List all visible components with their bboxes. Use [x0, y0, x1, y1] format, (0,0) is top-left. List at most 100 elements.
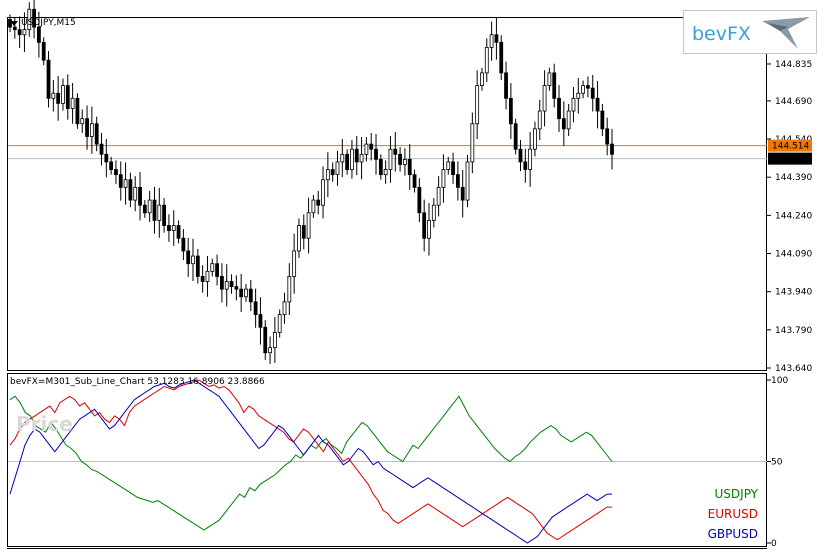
candle-body	[513, 123, 518, 150]
price-tick-label: 144.835	[775, 60, 812, 70]
candle-body	[239, 288, 244, 298]
candle-body	[22, 29, 27, 36]
series-line-eurusd	[9, 379, 612, 541]
candle-body	[85, 118, 89, 137]
candle-body	[431, 204, 436, 221]
bird-logo-icon	[762, 17, 810, 49]
price-tick-label: 144.390	[775, 173, 812, 183]
candle-body	[89, 123, 94, 137]
current-price-text: 144.463	[772, 155, 809, 165]
bevfx-logo: bevFX	[683, 10, 817, 54]
candle-body	[605, 128, 610, 145]
candle-body	[335, 161, 340, 176]
candle-body	[388, 148, 393, 170]
price-watermark: Price	[16, 412, 73, 436]
subchart-title: bevFX=M301_Sub_Line_Chart 53.1283 16.890…	[10, 377, 265, 387]
candle-body	[99, 143, 104, 155]
legend-usdjpy: USDJPY	[714, 487, 758, 501]
candle-body	[590, 87, 595, 99]
candle-body	[311, 199, 316, 214]
candle-body	[436, 186, 441, 206]
candle-body	[383, 169, 388, 176]
current-price-badge	[768, 152, 812, 165]
candle-body	[364, 143, 369, 155]
candle-body	[398, 153, 402, 165]
price-tick-label: 144.240	[775, 211, 812, 221]
price-tick-label: 144.090	[775, 250, 812, 260]
candle-body	[393, 148, 398, 155]
candle-body	[316, 199, 321, 206]
candle-body	[282, 301, 287, 315]
candle-body	[475, 85, 480, 125]
candle-body	[340, 153, 345, 163]
candle-body	[504, 72, 508, 99]
candle-body	[268, 347, 272, 354]
legend-gbpusd: GBPUSD	[707, 527, 758, 541]
candle-body	[494, 34, 499, 43]
candle-body	[17, 29, 22, 36]
candle-body	[330, 169, 335, 176]
candle-body	[369, 143, 374, 150]
candle-body	[287, 276, 292, 303]
candle-body	[581, 85, 586, 94]
candle-body	[51, 92, 56, 99]
candle-body	[417, 186, 422, 214]
candle-body	[378, 158, 383, 176]
candle-body	[61, 85, 65, 104]
candle-body	[133, 186, 138, 201]
candle-body	[65, 85, 70, 109]
sub-chart-axis: 100 50 0	[767, 376, 788, 549]
price-tick-label: 143.940	[775, 288, 812, 298]
main-chart-area[interactable]	[7, 17, 767, 371]
candle-body	[321, 179, 325, 206]
candle-body	[586, 85, 590, 89]
candle-body	[234, 286, 239, 290]
candle-body	[446, 161, 451, 170]
candle-body	[191, 255, 195, 265]
price-level-badge	[768, 139, 812, 152]
candle-body	[229, 281, 234, 287]
legend-eurusd: EURUSD	[707, 507, 758, 521]
candle-body	[528, 148, 533, 170]
sub-tick-label: 100	[771, 376, 788, 386]
sub-tick-label: 50	[771, 458, 783, 468]
candle-body	[571, 97, 576, 112]
candle-body	[244, 288, 248, 298]
candle-body	[263, 326, 268, 354]
candle-body	[374, 148, 378, 160]
candle-body	[537, 110, 542, 130]
candle-body	[215, 263, 219, 277]
candle-body	[470, 123, 475, 163]
candle-body	[152, 199, 157, 221]
candle-body	[508, 97, 513, 125]
candle-body	[345, 153, 350, 170]
logo-text: bevFX	[692, 23, 751, 45]
candle-body	[75, 97, 80, 125]
sub-chart-area[interactable]	[7, 373, 767, 547]
candle-body	[109, 161, 114, 170]
candle-body	[297, 225, 301, 252]
candle-body	[224, 281, 229, 290]
candle-body	[547, 72, 552, 87]
candle-body	[186, 250, 191, 265]
candle-body	[422, 212, 427, 239]
candle-body	[427, 220, 431, 239]
dropdown-triangle-icon[interactable]	[10, 20, 18, 26]
series-line-gbpusd	[9, 379, 612, 544]
candle-body	[542, 85, 547, 112]
symbol-title[interactable]: USDJPY,M15	[10, 18, 76, 28]
candle-body	[489, 34, 494, 48]
candle-body	[359, 153, 364, 163]
candle-body	[46, 59, 51, 99]
candle-body	[210, 263, 215, 272]
candle-body	[600, 110, 605, 130]
candle-body	[138, 186, 142, 206]
candle-body	[610, 143, 614, 155]
candle-body	[412, 174, 417, 188]
candle-body	[181, 237, 186, 252]
candle-body	[576, 92, 581, 99]
candle-body	[118, 174, 123, 188]
candle-body	[32, 8, 36, 28]
sub-chart-lines	[8, 379, 767, 544]
candle-body	[220, 276, 224, 290]
